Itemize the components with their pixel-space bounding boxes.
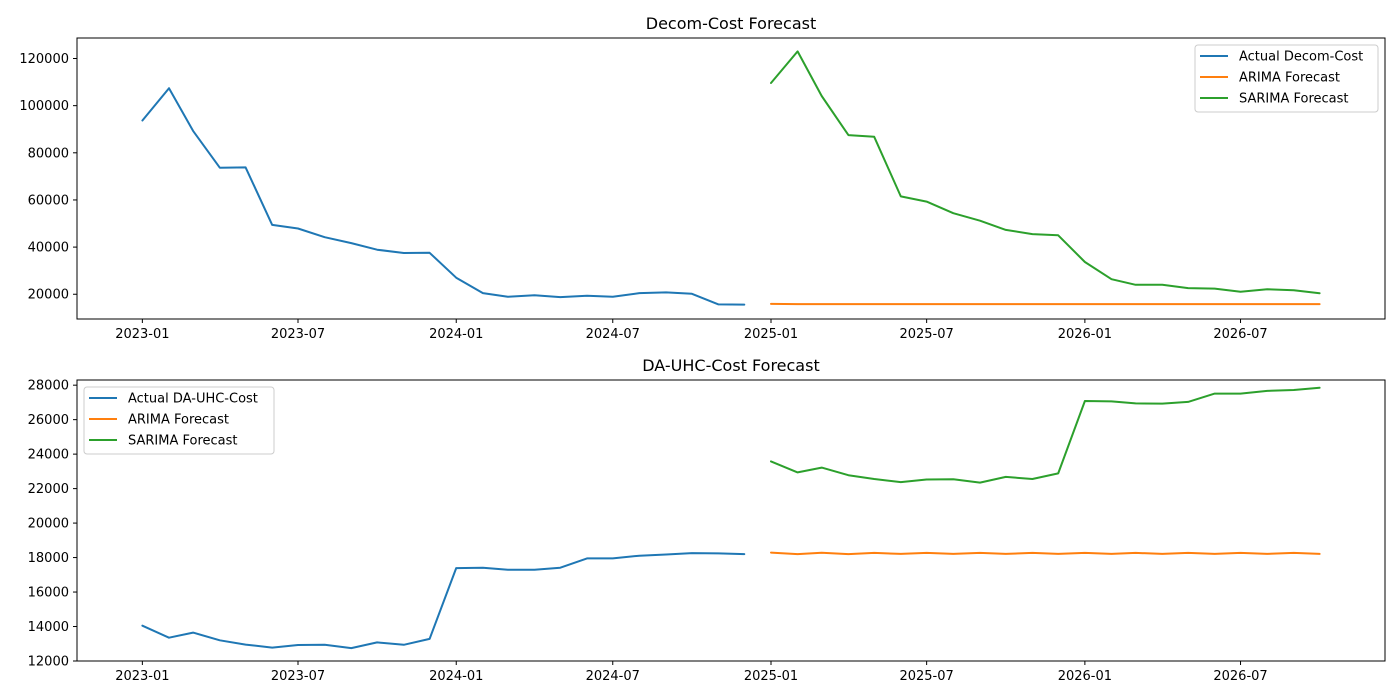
x-tick-label: 2024-07	[586, 327, 640, 342]
x-tick-label: 2025-01	[744, 669, 798, 684]
chart-panel-2: DA-UHC-Cost Forecast 2023-01 2023-07 2024-0…	[28, 356, 1386, 684]
legend-label: SARIMA Forecast	[1239, 92, 1349, 107]
y-tick-label: 16000	[28, 586, 69, 601]
series-line-2	[770, 551, 1321, 556]
x-tick-label: 2026-07	[1213, 669, 1267, 684]
x-tick-label: 2025-01	[744, 327, 798, 342]
y-tick-label: 12000	[28, 655, 69, 670]
legend-label: Actual DA-UHC-Cost	[128, 392, 258, 407]
x-tick-label: 2023-07	[271, 669, 325, 684]
series-group	[141, 386, 1321, 650]
series-group	[141, 50, 1321, 306]
legend-label: Actual Decom-Cost	[1239, 50, 1363, 65]
series-line-3	[770, 386, 1321, 484]
y-tick-label: 14000	[28, 620, 69, 635]
x-tick-label: 2025-07	[899, 669, 953, 684]
legend-label: SARIMA Forecast	[128, 434, 238, 449]
x-tick-label: 2026-01	[1058, 669, 1112, 684]
y-tick-label: 24000	[28, 448, 69, 463]
x-tick-label: 2026-07	[1213, 327, 1267, 342]
series-line-1	[141, 87, 746, 306]
legend-frame	[83, 386, 275, 455]
series-line-3	[770, 50, 1321, 295]
y-tick-label: 20000	[28, 517, 69, 532]
y-tick-label: 80000	[28, 146, 69, 161]
chart-title: Decom-Cost Forecast	[646, 14, 816, 33]
y-tick-label: 22000	[28, 482, 69, 497]
legend-label: ARIMA Forecast	[128, 413, 229, 428]
y-tick-label: 40000	[28, 241, 69, 256]
legend: Actual DA-UHC-Cost ARIMA Forecast SARIMA F…	[83, 386, 275, 455]
x-tick-label: 2023-01	[115, 327, 169, 342]
y-tick-label: 120000	[19, 52, 69, 67]
legend-label: ARIMA Forecast	[1239, 71, 1340, 86]
y-tick-label: 100000	[19, 99, 69, 114]
y-tick-label: 28000	[28, 379, 69, 394]
plot-area	[76, 379, 1386, 662]
x-tick-label: 2026-01	[1058, 327, 1112, 342]
x-tick-label: 2023-07	[271, 327, 325, 342]
x-tick-label: 2024-01	[429, 669, 483, 684]
x-tick-label: 2024-01	[429, 327, 483, 342]
y-tick-label: 26000	[28, 413, 69, 428]
y-tick-label: 20000	[28, 288, 69, 303]
y-tick-label: 60000	[28, 193, 69, 208]
legend: Actual Decom-Cost ARIMA Forecast SARIMA Fo…	[1194, 44, 1379, 113]
plot-area	[76, 37, 1386, 320]
legend-frame	[1194, 44, 1379, 113]
x-tick-label: 2023-01	[115, 669, 169, 684]
chart-panel-1: Decom-Cost Forecast 2023-01 2023-07 2024-01…	[19, 14, 1386, 342]
series-line-1	[141, 552, 746, 650]
chart-title: DA-UHC-Cost Forecast	[642, 356, 819, 375]
y-tick-label: 18000	[28, 551, 69, 566]
x-tick-label: 2025-07	[899, 327, 953, 342]
x-tick-label: 2024-07	[586, 669, 640, 684]
